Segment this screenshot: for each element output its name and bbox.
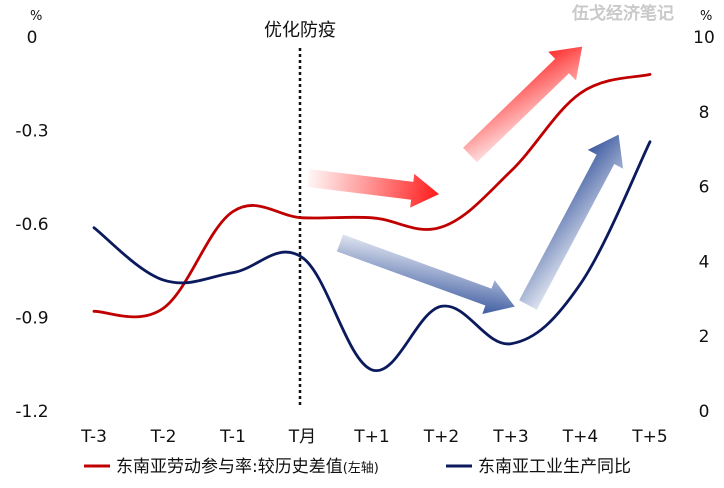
x-axis-tick-label: T-3 bbox=[80, 427, 107, 447]
left-axis-tick-label: -0.6 bbox=[15, 215, 48, 235]
left-axis-tick-label: 0 bbox=[27, 28, 38, 48]
x-axis-tick-label: T+5 bbox=[631, 427, 667, 447]
right-axis-tick-label: 6 bbox=[699, 178, 710, 198]
right-axis-unit: % bbox=[700, 9, 712, 24]
policy-annotation-label: 优化防疫 bbox=[264, 20, 336, 41]
blue-down-arrow bbox=[336, 234, 515, 314]
x-axis-tick-label: T月 bbox=[288, 427, 316, 447]
right-axis-tick-label: 0 bbox=[699, 402, 710, 422]
right-axis-tick-label: 8 bbox=[699, 103, 710, 123]
series-line-labor-participation bbox=[92, 73, 652, 319]
x-axis-tick-label: T-1 bbox=[219, 427, 246, 447]
x-axis-tick-label: T+4 bbox=[562, 427, 598, 447]
left-axis-tick-label: -1.2 bbox=[15, 402, 48, 422]
blue-up-arrow bbox=[519, 134, 624, 310]
left-axis-ticks: 0 -0.3 -0.6 -0.9 -1.2 bbox=[15, 28, 48, 422]
x-axis-tick-label: T+1 bbox=[353, 427, 389, 447]
x-axis-tick-label: T+3 bbox=[492, 427, 528, 447]
red-up-arrow bbox=[463, 46, 583, 163]
left-axis-tick-label: -0.9 bbox=[15, 309, 48, 329]
left-axis-tick-label: -0.3 bbox=[15, 122, 48, 142]
right-axis-tick-label: 10 bbox=[693, 28, 715, 48]
x-axis-ticks: T-3 T-2 T-1 T月 T+1 T+2 T+3 T+4 T+5 bbox=[80, 427, 668, 447]
trend-arrows bbox=[306, 46, 624, 314]
series-line-industrial-production bbox=[92, 140, 652, 372]
x-axis-tick-label: T-2 bbox=[150, 427, 177, 447]
right-axis-tick-label: 4 bbox=[699, 252, 710, 272]
watermark: 伍戈经济笔记 bbox=[571, 3, 674, 24]
x-axis-tick-label: T+2 bbox=[423, 427, 459, 447]
legend-label-labor-participation: 东南亚劳动参与率:较历史差值(左轴) bbox=[116, 457, 379, 477]
legend-label-industrial-production: 东南亚工业生产同比 bbox=[478, 457, 631, 477]
legend: 东南亚劳动参与率:较历史差值(左轴) 东南亚工业生产同比 bbox=[84, 457, 631, 477]
right-axis-ticks: 10 8 6 4 2 0 bbox=[693, 28, 715, 422]
red-flat-arrow bbox=[306, 169, 440, 208]
right-axis-tick-label: 2 bbox=[699, 327, 710, 347]
left-axis-unit: % bbox=[30, 9, 42, 24]
